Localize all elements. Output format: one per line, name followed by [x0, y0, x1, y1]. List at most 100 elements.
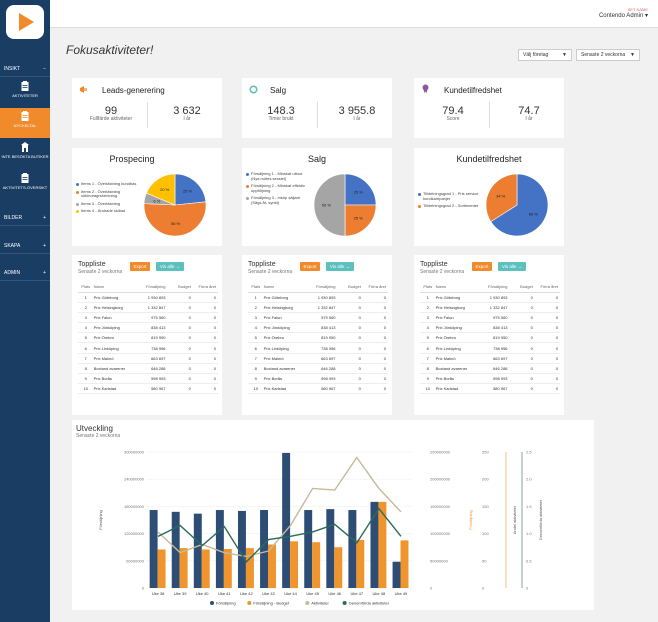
series-line[interactable] [157, 507, 402, 564]
column-header[interactable]: Försäljning [311, 282, 338, 293]
column-header[interactable]: Budget [337, 282, 363, 293]
bar[interactable] [157, 549, 166, 588]
table-row[interactable]: 10 Prix Karlstad 580 967 0 0 [248, 383, 388, 395]
column-header[interactable]: Namn [263, 282, 312, 293]
bar[interactable] [334, 547, 343, 588]
export-button[interactable]: Export [472, 262, 492, 271]
table-row[interactable]: 4 Prix Jönköping 838 413 0 0 [248, 322, 388, 334]
table-row[interactable]: 9 Prix Borås 598 993 0 0 [420, 373, 560, 385]
bar[interactable] [378, 501, 387, 588]
column-header[interactable]: Budget [167, 282, 193, 293]
table-row[interactable]: 10 Prix Karlstad 580 967 0 0 [420, 383, 560, 395]
bar[interactable] [245, 548, 254, 588]
bar[interactable] [223, 549, 232, 588]
bar[interactable] [215, 510, 224, 588]
bar[interactable] [179, 548, 188, 588]
pie-slice[interactable] [143, 201, 207, 237]
bar[interactable] [356, 539, 365, 588]
column-header[interactable]: Budget [509, 282, 535, 293]
table-row[interactable]: 3 Prix Falun 975 560 0 0 [248, 312, 388, 324]
bar[interactable] [268, 544, 276, 588]
legend-label[interactable]: Aktiviteter [311, 601, 329, 606]
sidebar-section-bilder[interactable]: BILDER + [0, 210, 50, 226]
bar[interactable] [237, 510, 246, 588]
sidebar-section-insikt[interactable]: INSIKT − [0, 61, 50, 77]
table-row[interactable]: 3 Prix Falun 975 560 0 0 [78, 312, 218, 324]
pie-slice[interactable] [146, 173, 176, 206]
bar[interactable] [201, 549, 210, 588]
view-all-button[interactable]: Vis alle → [156, 262, 184, 271]
bar[interactable] [400, 540, 409, 588]
user-menu[interactable]: SET NAME Contendo Admin ▾ [599, 7, 648, 19]
column-header[interactable]: Plats [420, 282, 436, 293]
table-row[interactable]: 5 Prix Örebro 819 950 0 0 [248, 332, 388, 344]
table-row[interactable]: 1 Prix Göteborg 1 930 893 0 0 [78, 292, 218, 303]
export-button[interactable]: Export [300, 262, 320, 271]
period-select[interactable]: Senaste 2 veckorna ▼ [576, 49, 640, 61]
sidebar-item-nyckeltal[interactable]: NYCKELTAL [0, 108, 50, 138]
sidebar-item-inte-besokta[interactable]: INTE BESÖKTA BUTIKER [0, 139, 50, 169]
bar[interactable] [392, 561, 401, 588]
bar[interactable] [282, 452, 291, 588]
column-header[interactable]: Försäljning [141, 282, 168, 293]
table-row[interactable]: 1 Prix Göteborg 1 930 893 0 0 [248, 292, 388, 303]
table-row[interactable]: 8 Boxtand avarener 646 288 0 0 [248, 363, 388, 375]
table-row[interactable]: 5 Prix Örebro 819 950 0 0 [420, 332, 560, 344]
column-header[interactable]: Försäljning [483, 282, 510, 293]
table-row[interactable]: 7 Prix Malmö 663 697 0 0 [248, 353, 388, 364]
view-all-button[interactable]: Vis alle → [326, 262, 354, 271]
export-button[interactable]: Export [130, 262, 150, 271]
table-row[interactable]: 8 Boxtand avarener 646 288 0 0 [78, 363, 218, 375]
column-header[interactable]: Namn [93, 282, 142, 293]
table-row[interactable]: 7 Prix Malmö 663 697 0 0 [78, 353, 218, 364]
app-logo[interactable] [5, 4, 45, 40]
table-row[interactable]: 8 Boxtand avarener 646 288 0 0 [420, 363, 560, 375]
table-row[interactable]: 7 Prix Malmö 663 697 0 0 [420, 353, 560, 364]
pie-slice[interactable] [344, 204, 377, 237]
bar[interactable] [193, 513, 202, 588]
table-row[interactable]: 4 Prix Jönköping 838 413 0 0 [78, 322, 218, 334]
sidebar-item-aktiviteter[interactable]: AKTIVITETER [0, 78, 50, 108]
pie-slice[interactable] [485, 173, 518, 223]
bar[interactable] [149, 510, 158, 588]
sidebar-item-aktivitetsoversikt[interactable]: AKTIVITETS-ÖVERSIKT [0, 170, 50, 204]
table-row[interactable]: 2 Prix Helsingborg 1 332 847 0 0 [420, 302, 560, 313]
table-row[interactable]: 2 Prix Helsingborg 1 332 847 0 0 [248, 302, 388, 313]
bar[interactable] [370, 501, 379, 588]
view-all-button[interactable]: Vis alle → [498, 262, 526, 271]
table-row[interactable]: 3 Prix Falun 975 560 0 0 [420, 312, 560, 324]
bar[interactable] [348, 510, 357, 588]
company-select[interactable]: Välj företag ▼ [518, 49, 572, 61]
pie-slice[interactable] [490, 173, 549, 237]
column-header[interactable]: Namn [435, 282, 484, 293]
legend-label[interactable]: Genomförda aktiviteter [349, 601, 390, 606]
table-row[interactable]: 4 Prix Jönköping 838 413 0 0 [420, 322, 560, 334]
bar[interactable] [312, 542, 321, 588]
table-row[interactable]: 9 Prix Borås 598 993 0 0 [78, 373, 218, 385]
bar[interactable] [260, 510, 269, 588]
table-row[interactable]: 6 Prix Linköping 738 956 0 0 [78, 342, 218, 354]
sidebar-section-admin[interactable]: ADMIN + [0, 265, 50, 281]
bar[interactable] [171, 511, 180, 588]
legend-label[interactable]: Försäljning - Budget [253, 601, 290, 606]
column-header[interactable]: Förra året [534, 282, 560, 293]
column-header[interactable]: Plats [248, 282, 264, 293]
pie-slice[interactable] [344, 173, 377, 206]
column-header[interactable]: Förra året [192, 282, 218, 293]
bar[interactable] [326, 509, 335, 588]
sidebar-section-skapa[interactable]: SKAPA + [0, 238, 50, 254]
table-row[interactable]: 5 Prix Örebro 819 950 0 0 [78, 332, 218, 344]
table-row[interactable]: 1 Prix Göteborg 1 930 893 0 0 [420, 292, 560, 303]
column-header[interactable]: Förra året [362, 282, 388, 293]
table-row[interactable]: 6 Prix Linköping 738 956 0 0 [420, 342, 560, 354]
pie-slice[interactable] [174, 173, 207, 206]
bar[interactable] [290, 541, 299, 588]
table-row[interactable]: 10 Prix Karlstad 580 967 0 0 [78, 383, 218, 395]
table-row[interactable]: 2 Prix Helsingborg 1 332 847 0 0 [78, 302, 218, 313]
legend-label[interactable]: Försäljning [216, 601, 236, 606]
table-row[interactable]: 6 Prix Linköping 738 956 0 0 [248, 342, 388, 354]
column-header[interactable]: Plats [78, 282, 94, 293]
table-row[interactable]: 9 Prix Borås 598 993 0 0 [248, 373, 388, 385]
pie-slice[interactable] [313, 173, 346, 237]
bar[interactable] [304, 510, 313, 588]
